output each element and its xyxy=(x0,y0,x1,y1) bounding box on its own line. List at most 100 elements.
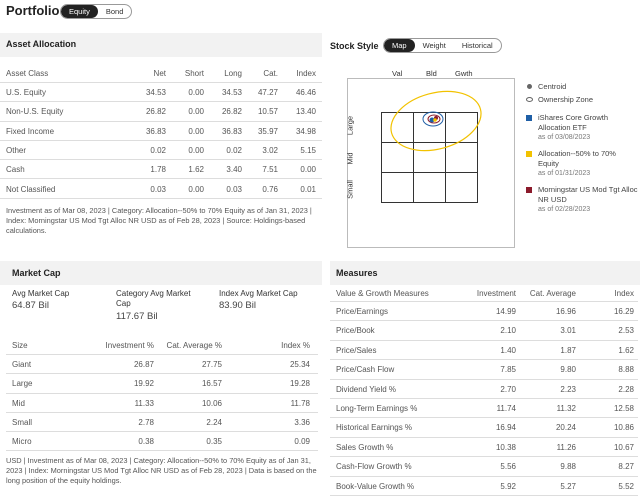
table-header: Value & Growth Measures Investment Cat. … xyxy=(330,286,638,302)
tab-weight[interactable]: Weight xyxy=(422,41,446,50)
fund-centroid xyxy=(429,117,435,123)
cell-value: 11.74 xyxy=(496,404,516,413)
category-centroid xyxy=(433,118,437,122)
table-row: Small 2.78 2.24 3.36 xyxy=(6,413,318,433)
cell-value: 3.36 xyxy=(294,417,310,427)
cell-value: 9.88 xyxy=(560,462,576,472)
tab-historical[interactable]: Historical xyxy=(461,41,493,50)
row-label: Dividend Yield % xyxy=(336,384,397,394)
ownership-zone-icon xyxy=(526,97,533,102)
cell-value: 10.67 xyxy=(613,442,634,452)
row-label: Small xyxy=(12,417,33,427)
row-label: Cash xyxy=(6,165,25,175)
cell-value: 0.00 xyxy=(300,165,316,175)
cell-value: 0.09 xyxy=(294,437,310,447)
cell-value: 27.75 xyxy=(201,360,222,369)
table-row: Other 0.02 0.00 0.02 3.02 5.15 xyxy=(0,141,322,161)
legend-item-index: Morningstar US Mod Tgt Alloc NR USD as o… xyxy=(526,185,638,215)
cell-value: 1.78 xyxy=(150,165,166,175)
row-label: Non-U.S. Equity xyxy=(6,107,64,117)
measures-table: Value & Growth Measures Investment Cat. … xyxy=(330,286,638,496)
tab-equity[interactable]: Equity xyxy=(61,5,98,18)
category-color-swatch xyxy=(526,151,532,157)
cell-value: 34.53 xyxy=(221,88,242,97)
cell-value: 11.78 xyxy=(290,398,310,408)
cell-value: 0.03 xyxy=(150,184,166,194)
cell-value: 8.27 xyxy=(618,462,634,472)
cell-value: 0.00 xyxy=(188,126,204,136)
cell-value: 12.58 xyxy=(613,404,634,413)
row-label: Cash-Flow Growth % xyxy=(336,462,412,472)
cell-value: 20.24 xyxy=(555,423,576,433)
table-row: Mid 11.33 10.06 11.78 xyxy=(6,394,318,413)
cell-value: 0.02 xyxy=(150,145,166,155)
asset-allocation-note: Investment as of Mar 08, 2023 | Category… xyxy=(6,206,312,235)
col-label-val: Val xyxy=(392,69,403,78)
row-label: Fixed Income xyxy=(6,126,55,136)
page-title: Portfolio xyxy=(6,3,60,18)
cell-value: 47.27 xyxy=(257,88,278,97)
cell-value: 10.38 xyxy=(495,442,516,452)
index-ownership-zone xyxy=(427,114,441,124)
row-label: Price/Earnings xyxy=(336,307,389,316)
cell-value: 8.88 xyxy=(618,365,634,375)
cell-value: 2.23 xyxy=(560,384,576,394)
table-row: Price/Sales 1.40 1.87 1.62 xyxy=(330,341,638,361)
cell-value: 34.98 xyxy=(295,126,316,136)
table-row: Cash 1.78 1.62 3.40 7.51 0.00 xyxy=(0,160,322,180)
cell-value: 7.85 xyxy=(500,365,516,375)
cell-value: 0.02 xyxy=(226,145,242,155)
cell-value: 34.53 xyxy=(145,88,166,97)
cell-value: 10.06 xyxy=(201,398,222,408)
cell-value: 0.00 xyxy=(188,107,204,117)
portfolio-tab-group: Equity Bond xyxy=(60,4,133,19)
cell-value: 16.57 xyxy=(201,379,222,389)
row-label: Not Classified xyxy=(6,184,56,194)
row-label: Mid xyxy=(12,398,25,408)
table-header: Asset Class Net Short Long Cat. Index xyxy=(0,64,322,83)
style-cell-small-gwth xyxy=(445,172,478,203)
cell-value: 3.01 xyxy=(560,326,576,336)
cell-value: 0.35 xyxy=(206,437,222,447)
cell-value: 1.87 xyxy=(560,345,576,355)
ownership-zones xyxy=(390,90,482,152)
tab-map[interactable]: Map xyxy=(384,39,415,52)
cell-value: 0.00 xyxy=(188,184,204,194)
table-row: Book-Value Growth % 5.92 5.27 5.52 xyxy=(330,477,638,496)
cell-value: 26.87 xyxy=(133,360,154,369)
table-row: Giant 26.87 27.75 25.34 xyxy=(6,355,318,375)
cell-value: 3.40 xyxy=(226,165,242,175)
row-label: Giant xyxy=(12,360,32,369)
stock-style-title: Stock Style xyxy=(330,41,379,51)
table-row: Dividend Yield % 2.70 2.23 2.28 xyxy=(330,380,638,399)
legend-item-category: Allocation--50% to 70% Equity as of 01/3… xyxy=(526,149,638,179)
cell-value: 3.02 xyxy=(262,145,278,155)
cell-value: 5.92 xyxy=(500,481,516,491)
market-cap-header xyxy=(0,261,322,285)
cell-value: 14.99 xyxy=(495,307,516,316)
cell-value: 26.82 xyxy=(221,107,242,117)
row-label: Micro xyxy=(12,437,32,447)
table-row: Cash-Flow Growth % 5.56 9.88 8.27 xyxy=(330,457,638,477)
cell-value: 2.78 xyxy=(138,417,154,427)
table-row: Sales Growth % 10.38 11.26 10.67 xyxy=(330,438,638,458)
row-label: Large xyxy=(12,379,33,389)
row-label: Price/Sales xyxy=(336,345,377,355)
cell-value: 2.10 xyxy=(500,326,516,336)
cell-value: 5.52 xyxy=(618,481,634,491)
category-avg-market-cap: Category Avg Market Cap 117.67 Bil xyxy=(116,289,191,322)
row-label: Long-Term Earnings % xyxy=(336,404,418,413)
table-row: Fixed Income 36.83 0.00 36.83 35.97 34.98 xyxy=(0,122,322,141)
measures-title: Measures xyxy=(336,268,378,278)
cell-value: 19.28 xyxy=(289,379,310,389)
cell-value: 1.40 xyxy=(500,345,516,355)
measures-header xyxy=(330,261,640,285)
cell-value: 2.24 xyxy=(206,417,222,427)
cell-value: 16.94 xyxy=(495,423,516,433)
tab-bond[interactable]: Bond xyxy=(105,7,124,16)
stock-style-tab-group: Map Weight Historical xyxy=(383,38,502,53)
market-cap-note: USD | Investment as of Mar 08, 2023 | Ca… xyxy=(6,456,317,485)
cell-value: 5.27 xyxy=(560,481,576,491)
style-legend: Centroid Ownership Zone iShares Core Gro… xyxy=(526,82,638,215)
col-label-gwth: Gwth xyxy=(455,69,473,78)
